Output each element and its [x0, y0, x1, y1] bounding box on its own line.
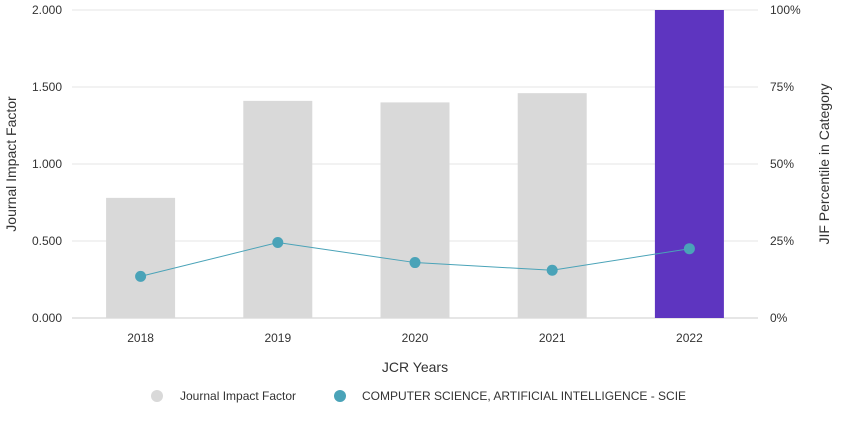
x-tick-label: 2021	[539, 331, 566, 345]
x-axis-title: JCR Years	[382, 359, 448, 375]
y-tick-label: 0.500	[32, 234, 62, 248]
bar-series	[106, 10, 724, 319]
y-tick-label: 0.000	[32, 311, 62, 325]
percentile-point-2021[interactable]	[546, 264, 558, 276]
y-right-tick-label: 75%	[770, 80, 794, 94]
y-right-tick-label: 50%	[770, 157, 794, 171]
bar-2018[interactable]	[106, 197, 176, 318]
x-tick-label: 2019	[264, 331, 291, 345]
percentile-point-2018[interactable]	[135, 270, 147, 282]
y-tick-label: 1.500	[32, 80, 62, 94]
bar-2019[interactable]	[243, 100, 313, 318]
y-right-tick-label: 100%	[770, 3, 801, 17]
percentile-point-2022[interactable]	[683, 243, 695, 255]
x-axis-ticks: 2018 2019 2020 2021 2022	[127, 331, 703, 345]
line-series	[135, 237, 695, 282]
bar-2021[interactable]	[517, 93, 587, 318]
legend-label-impact-factor[interactable]: Journal Impact Factor	[180, 389, 296, 403]
legend-marker-category[interactable]	[334, 390, 346, 402]
bar-2022[interactable]	[654, 10, 724, 318]
y-right-tick-label: 25%	[770, 234, 794, 248]
left-axis-ticks: 0.000 0.500 1.000 1.500 2.000	[32, 3, 62, 325]
y-axis-right-title: JIF Percentile in Category	[816, 83, 832, 244]
percentile-point-2019[interactable]	[272, 237, 284, 249]
x-tick-label: 2018	[127, 331, 154, 345]
right-axis-ticks: 0% 25% 50% 75% 100%	[770, 3, 801, 325]
y-right-tick-label: 0%	[770, 311, 788, 325]
legend-marker-impact-factor[interactable]	[151, 390, 163, 402]
legend-label-category[interactable]: COMPUTER SCIENCE, ARTIFICIAL INTELLIGENC…	[362, 389, 686, 403]
y-axis-title: Journal Impact Factor	[3, 96, 19, 232]
x-tick-label: 2022	[676, 331, 703, 345]
percentile-point-2020[interactable]	[409, 257, 421, 269]
y-tick-label: 2.000	[32, 3, 62, 17]
bar-2020[interactable]	[380, 102, 450, 319]
y-tick-label: 1.000	[32, 157, 62, 171]
legend: Journal Impact Factor COMPUTER SCIENCE, …	[151, 389, 686, 403]
x-tick-label: 2020	[402, 331, 429, 345]
